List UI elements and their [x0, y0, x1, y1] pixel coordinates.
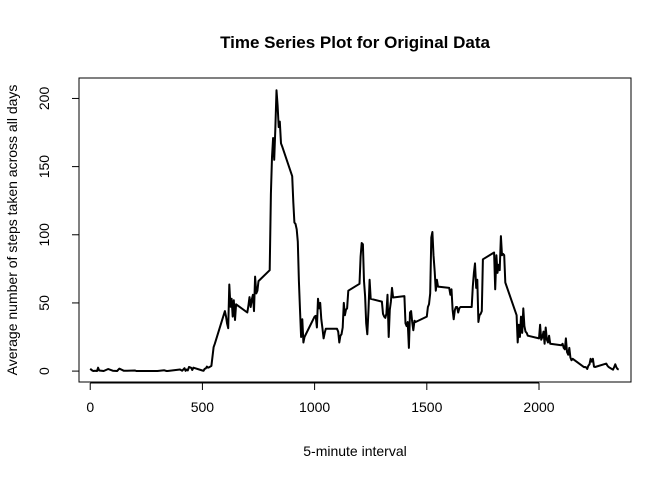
x-tick-label: 1000 — [299, 399, 330, 415]
y-tick-label: 200 — [36, 87, 52, 111]
series-line — [89, 89, 620, 372]
x-axis: 0 500 1000 1500 2000 — [86, 382, 555, 415]
y-axis: 0 50 100 150 200 — [36, 87, 80, 375]
y-tick-label: 150 — [36, 155, 52, 179]
x-tick-label: 1500 — [411, 399, 442, 415]
x-tick-label: 500 — [191, 399, 215, 415]
y-tick-label: 100 — [36, 223, 52, 247]
y-tick-label: 50 — [36, 295, 52, 311]
y-axis-label: Average number of steps taken across all… — [4, 85, 20, 376]
x-tick-label: 2000 — [523, 399, 554, 415]
x-tick-label: 0 — [86, 399, 94, 415]
y-tick-label: 0 — [36, 367, 52, 375]
x-axis-label: 5-minute interval — [303, 443, 407, 459]
chart-title: Time Series Plot for Original Data — [220, 33, 490, 52]
